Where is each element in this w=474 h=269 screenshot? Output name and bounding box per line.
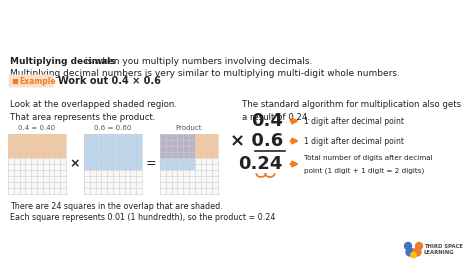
Text: LEARNING: LEARNING [424, 250, 455, 254]
Text: ×: × [70, 158, 80, 171]
Bar [160, 134, 195, 158]
Text: Each square represents 0.01 (1 hundredth), so the product = 0.24: Each square represents 0.01 (1 hundredth… [10, 213, 275, 222]
Bar [160, 134, 218, 194]
Bar [183, 134, 218, 158]
Text: THIRD SPACE: THIRD SPACE [424, 243, 463, 249]
Text: 1 digit after decimal point: 1 digit after decimal point [304, 116, 404, 126]
Text: 1 digit after decimal point: 1 digit after decimal point [304, 136, 404, 146]
Bar [8, 134, 66, 158]
Text: 0.6 = 0.60: 0.6 = 0.60 [94, 125, 132, 131]
Text: That area represents the product.: That area represents the product. [10, 113, 155, 122]
Text: Multiplying decimal numbers is very similar to multiplying multi-digit whole num: Multiplying decimal numbers is very simi… [10, 69, 400, 78]
Circle shape [411, 252, 416, 258]
Circle shape [416, 242, 422, 250]
Text: There are 24 squares in the overlap that are shaded.: There are 24 squares in the overlap that… [10, 202, 223, 211]
Text: × 0.6: × 0.6 [230, 132, 283, 150]
Text: =: = [146, 158, 156, 171]
Text: point (1 digit + 1 digit = 2 digits): point (1 digit + 1 digit = 2 digits) [304, 167, 424, 174]
Text: Multiplying decimals: Multiplying decimals [10, 57, 116, 66]
Text: 0.24: 0.24 [238, 155, 283, 173]
Circle shape [413, 248, 421, 256]
Circle shape [406, 248, 414, 256]
Text: Look at the overlapped shaded region.: Look at the overlapped shaded region. [10, 100, 177, 109]
Text: is when you multiply numbers involving decimals.: is when you multiply numbers involving d… [82, 57, 312, 66]
Bar [160, 134, 195, 170]
Text: The standard algorithm for multiplication also gets: The standard algorithm for multiplicatio… [242, 100, 461, 109]
Text: Total number of digits after decimal: Total number of digits after decimal [304, 155, 433, 161]
FancyBboxPatch shape [9, 75, 54, 87]
Text: Example: Example [19, 76, 55, 86]
Bar [8, 134, 66, 194]
Circle shape [404, 242, 411, 250]
Text: Multiplying Decimals: Multiplying Decimals [12, 14, 274, 34]
Text: Product: Product [176, 125, 202, 131]
Text: 0.4 = 0.40: 0.4 = 0.40 [18, 125, 55, 131]
Bar [84, 134, 142, 170]
Text: Work out 0.4 × 0.6: Work out 0.4 × 0.6 [58, 76, 161, 86]
Text: 0.4: 0.4 [251, 112, 283, 130]
Bar [84, 134, 142, 194]
Text: a result of 0.24.: a result of 0.24. [242, 113, 310, 122]
